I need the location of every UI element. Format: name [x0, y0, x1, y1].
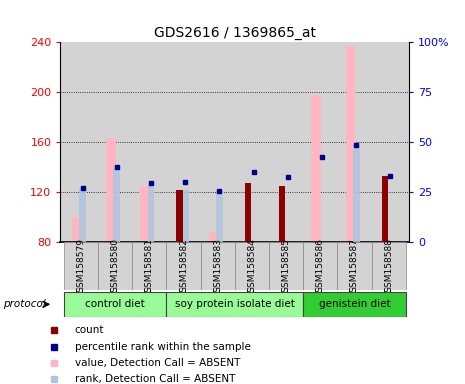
- Text: GSM158584: GSM158584: [247, 238, 256, 293]
- Bar: [98, 242, 132, 290]
- Bar: [312, 96, 321, 242]
- Text: protocol: protocol: [3, 299, 46, 310]
- Bar: [79, 188, 86, 242]
- Bar: [338, 242, 372, 290]
- Text: GSM158588: GSM158588: [384, 238, 393, 293]
- Bar: [245, 183, 251, 242]
- Bar: [64, 242, 98, 290]
- Text: GSM158586: GSM158586: [316, 238, 325, 293]
- Bar: [148, 183, 154, 242]
- Bar: [113, 167, 120, 242]
- Bar: [166, 292, 303, 317]
- Text: rank, Detection Call = ABSENT: rank, Detection Call = ABSENT: [75, 374, 235, 384]
- Bar: [303, 242, 338, 290]
- Bar: [209, 232, 219, 242]
- Title: GDS2616 / 1369865_at: GDS2616 / 1369865_at: [154, 26, 316, 40]
- Bar: [279, 186, 285, 242]
- Text: value, Detection Call = ABSENT: value, Detection Call = ABSENT: [75, 358, 240, 368]
- Bar: [353, 145, 359, 242]
- Text: GSM158585: GSM158585: [282, 238, 291, 293]
- Text: percentile rank within the sample: percentile rank within the sample: [75, 342, 251, 352]
- Bar: [345, 46, 355, 242]
- Text: GSM158583: GSM158583: [213, 238, 222, 293]
- Bar: [216, 191, 223, 242]
- Bar: [166, 242, 200, 290]
- Bar: [381, 176, 388, 242]
- Bar: [72, 217, 82, 242]
- Text: GSM158581: GSM158581: [145, 238, 154, 293]
- Bar: [372, 242, 406, 290]
- Bar: [200, 242, 235, 290]
- Text: genistein diet: genistein diet: [319, 299, 390, 310]
- Text: GSM158587: GSM158587: [350, 238, 359, 293]
- Bar: [106, 138, 116, 242]
- Bar: [140, 186, 150, 242]
- Bar: [269, 242, 303, 290]
- Bar: [303, 292, 406, 317]
- Text: control diet: control diet: [85, 299, 145, 310]
- Bar: [64, 292, 166, 317]
- Bar: [182, 190, 189, 242]
- Text: soy protein isolate diet: soy protein isolate diet: [175, 299, 295, 310]
- Text: count: count: [75, 326, 104, 336]
- Bar: [235, 242, 269, 290]
- Text: GSM158579: GSM158579: [76, 238, 86, 293]
- Text: GSM158582: GSM158582: [179, 238, 188, 293]
- Bar: [132, 242, 166, 290]
- Text: GSM158580: GSM158580: [111, 238, 120, 293]
- Bar: [176, 190, 182, 242]
